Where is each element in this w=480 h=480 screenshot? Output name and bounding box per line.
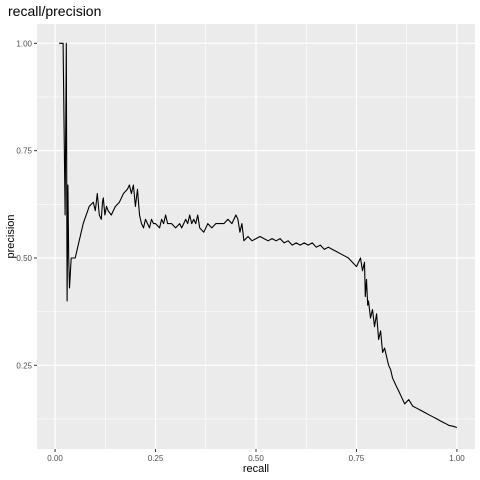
y-tick-label: 0.75 <box>16 147 32 156</box>
x-tick-label: 0.75 <box>349 454 365 463</box>
x-tick-label: 0.00 <box>47 454 63 463</box>
y-tick-label: 0.50 <box>16 254 32 263</box>
x-axis-title: recall <box>243 463 269 475</box>
y-axis-title: precision <box>5 214 17 258</box>
series-line <box>59 42 458 429</box>
y-tick-label: 0.25 <box>16 361 32 370</box>
x-tick-label: 0.25 <box>148 454 164 463</box>
y-tick-label: 1.00 <box>16 39 32 48</box>
x-tick-label: 1.00 <box>449 454 465 463</box>
x-tick-label: 0.50 <box>248 454 264 463</box>
chart-title: recall/precision <box>8 3 102 19</box>
